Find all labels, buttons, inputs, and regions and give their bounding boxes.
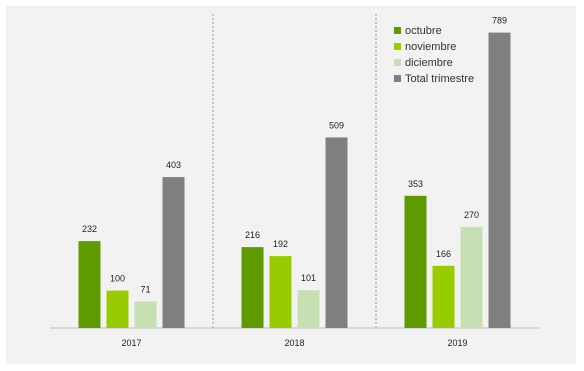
legend-label: noviembre	[405, 41, 456, 53]
x-tick-label: 2017	[121, 338, 141, 348]
legend-swatch	[394, 59, 401, 66]
bar-diciembre-2018	[297, 290, 320, 328]
data-label: 100	[110, 274, 125, 284]
bar-total-trimestre-2019	[488, 32, 511, 329]
data-label: 101	[301, 273, 316, 283]
data-label: 71	[140, 284, 150, 294]
legend-label: octubre	[405, 25, 442, 37]
data-label: 232	[82, 224, 97, 234]
x-tick-label: 2019	[447, 338, 467, 348]
legend-swatch	[394, 75, 401, 82]
bar-chart: 232 100 71 403 216 192 101 509 353 166 270 789 2017…	[50, 14, 539, 348]
chart-panel: 232 100 71 403 216 192 101 509 353 166 270 789 2017…	[6, 6, 576, 364]
x-tick-label: 2018	[284, 338, 304, 348]
data-label: 353	[408, 179, 423, 189]
bar-octubre-2018	[241, 247, 264, 328]
legend-swatch	[394, 27, 401, 34]
data-label: 216	[245, 230, 260, 240]
data-label: 403	[166, 160, 181, 170]
bar-noviembre-2019	[432, 265, 455, 328]
bar-octubre-2017	[78, 241, 101, 328]
bar-noviembre-2017	[106, 290, 129, 328]
bar-diciembre-2019	[460, 226, 483, 328]
bar-octubre-2019	[404, 195, 427, 328]
data-label: 509	[329, 120, 344, 130]
legend-swatch	[394, 43, 401, 50]
data-label: 192	[273, 239, 288, 249]
legend-label: diciembre	[405, 57, 453, 69]
legend-label: Total trimestre	[405, 73, 474, 85]
bar-diciembre-2017	[134, 301, 157, 328]
data-label: 270	[464, 210, 479, 220]
bar-total-trimestre-2018	[325, 137, 348, 328]
data-label: 789	[492, 16, 507, 26]
data-label: 166	[436, 249, 451, 259]
bar-total-trimestre-2017	[162, 177, 185, 328]
bar-noviembre-2018	[269, 256, 292, 328]
